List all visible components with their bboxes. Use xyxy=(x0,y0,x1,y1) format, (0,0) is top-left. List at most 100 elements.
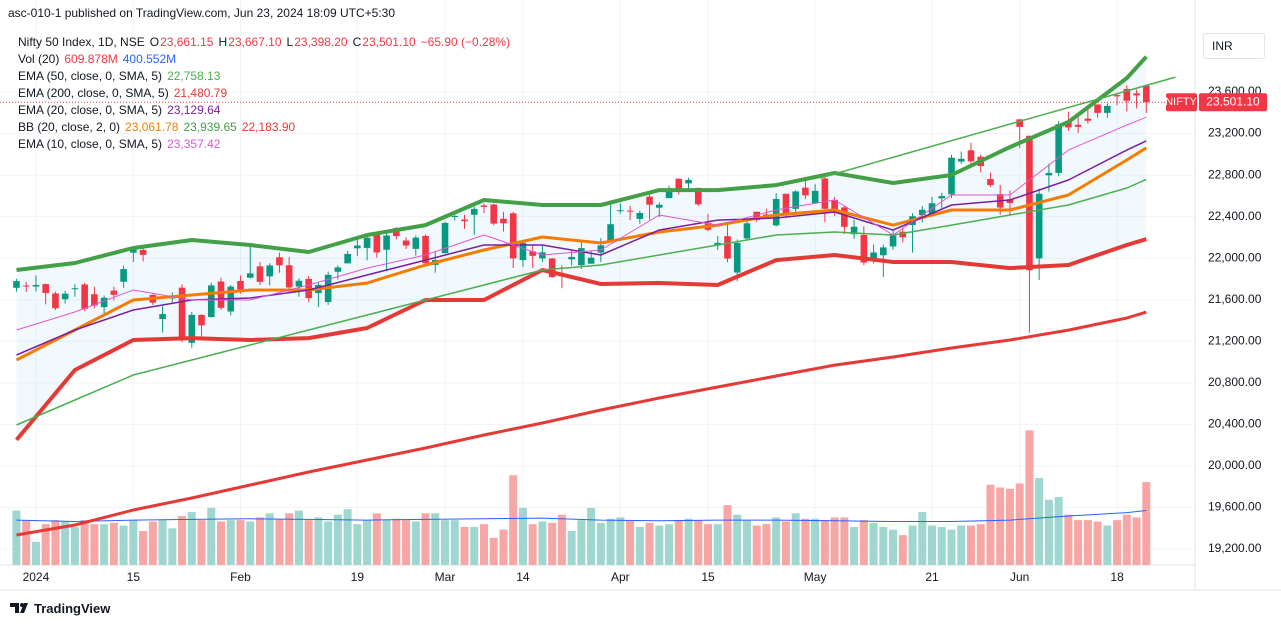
y-tick-label: 22,800.00 xyxy=(1208,167,1262,181)
candle-body xyxy=(22,285,30,287)
legend-text: L xyxy=(286,35,294,49)
candle-body xyxy=(159,314,166,320)
volume-bar xyxy=(499,529,508,565)
legend-text: 23,661.15 xyxy=(160,35,214,49)
volume-bar xyxy=(294,510,303,565)
ema-line xyxy=(16,178,1147,426)
volume-bar xyxy=(431,513,440,565)
candle-body xyxy=(772,198,780,226)
volume-bar xyxy=(460,526,469,565)
volume-bar xyxy=(372,513,381,565)
legend-text: 23,501.10 xyxy=(362,35,416,49)
candle-body xyxy=(480,205,488,207)
x-tick-label: 15 xyxy=(701,570,715,584)
volume-bar xyxy=(820,520,829,565)
volume-bar xyxy=(713,524,722,565)
candle-body xyxy=(636,213,644,219)
legend-text: EMA (50, close, 0, SMA, 5) xyxy=(18,69,163,83)
candle-body xyxy=(285,265,293,288)
x-tick-label: 19 xyxy=(351,570,365,584)
candle-body xyxy=(1074,124,1082,127)
volume-bar xyxy=(489,537,498,565)
volume-bar xyxy=(197,520,206,565)
candle-body xyxy=(461,219,468,222)
candle-body xyxy=(451,216,459,218)
candle-body xyxy=(529,251,536,256)
volume-bar xyxy=(928,525,937,565)
legend-text: BB (20, close, 2, 0) xyxy=(18,120,121,134)
candle-body xyxy=(110,290,118,295)
legend-text: 23,061.78 xyxy=(125,120,179,134)
volume-bar xyxy=(1093,521,1102,565)
candle-body xyxy=(743,223,751,239)
x-tick-label: Mar xyxy=(435,570,456,584)
volume-bar xyxy=(996,487,1005,565)
volume-bar xyxy=(158,520,167,565)
volume-bar xyxy=(684,518,693,565)
candle-body xyxy=(578,248,585,266)
candle-body xyxy=(1123,88,1131,101)
candle-body xyxy=(509,213,517,259)
candle-body xyxy=(1006,199,1014,204)
candle-body xyxy=(344,253,351,264)
candle-body xyxy=(665,189,673,199)
x-tick-label: 21 xyxy=(925,570,939,584)
volume-bar xyxy=(645,522,654,565)
volume-bar xyxy=(752,525,761,565)
ema-line xyxy=(16,116,1147,331)
volume-bar xyxy=(859,520,868,565)
candle-body xyxy=(32,284,40,287)
candle-body xyxy=(918,209,926,216)
candle-body xyxy=(130,248,137,253)
volume-bar xyxy=(616,517,625,565)
y-tick-label: 19,200.00 xyxy=(1208,541,1262,555)
candle-body xyxy=(246,273,254,278)
candle-body xyxy=(383,235,390,250)
candle-body xyxy=(753,211,761,220)
volume-bar xyxy=(1142,482,1151,565)
volume-bar xyxy=(129,520,138,565)
volume-bar xyxy=(421,513,430,565)
volume-bar xyxy=(577,520,586,565)
volume-bar xyxy=(187,511,196,565)
volume-bar xyxy=(100,524,109,565)
x-tick-label: 18 xyxy=(1110,570,1124,584)
volume-bar xyxy=(1083,520,1092,565)
volume-bar xyxy=(528,524,537,565)
x-tick-label: 14 xyxy=(516,570,530,584)
candle-body xyxy=(256,266,264,282)
candle-body xyxy=(841,207,848,227)
candle-body xyxy=(1133,93,1140,96)
candle-body xyxy=(724,236,731,259)
volume-bar xyxy=(908,525,917,565)
volume-bar xyxy=(947,529,956,565)
volume-bar xyxy=(704,524,713,565)
candle-body xyxy=(548,258,556,278)
volume-bar xyxy=(850,526,859,565)
legend-text: EMA (20, close, 0, SMA, 5) xyxy=(18,103,163,117)
candle-body xyxy=(207,285,215,318)
volume-bar xyxy=(811,518,820,565)
candle-body xyxy=(1113,95,1121,97)
volume-bar xyxy=(1005,488,1014,565)
candle-body xyxy=(500,218,507,224)
volume-bar xyxy=(538,521,547,565)
volume-bar xyxy=(772,517,781,565)
x-tick-label: 15 xyxy=(127,570,141,584)
volume-bar xyxy=(1132,517,1141,565)
volume-bar xyxy=(665,524,674,565)
currency-button[interactable]: INR xyxy=(1203,33,1265,59)
legend-row: EMA (10, close, 0, SMA, 5) 23,357.42 xyxy=(18,136,225,152)
legend-row: EMA (20, close, 0, SMA, 5) 23,129.64 xyxy=(18,102,225,118)
volume-bar xyxy=(314,517,323,565)
volume-bar xyxy=(70,526,79,565)
candle-body xyxy=(587,257,595,264)
volume-bar xyxy=(840,517,849,565)
y-tick-label: 20,000.00 xyxy=(1208,458,1262,472)
ema-line xyxy=(16,310,1147,537)
volume-bar xyxy=(567,531,576,565)
candle-body xyxy=(266,265,274,277)
volume-bar xyxy=(363,520,372,565)
